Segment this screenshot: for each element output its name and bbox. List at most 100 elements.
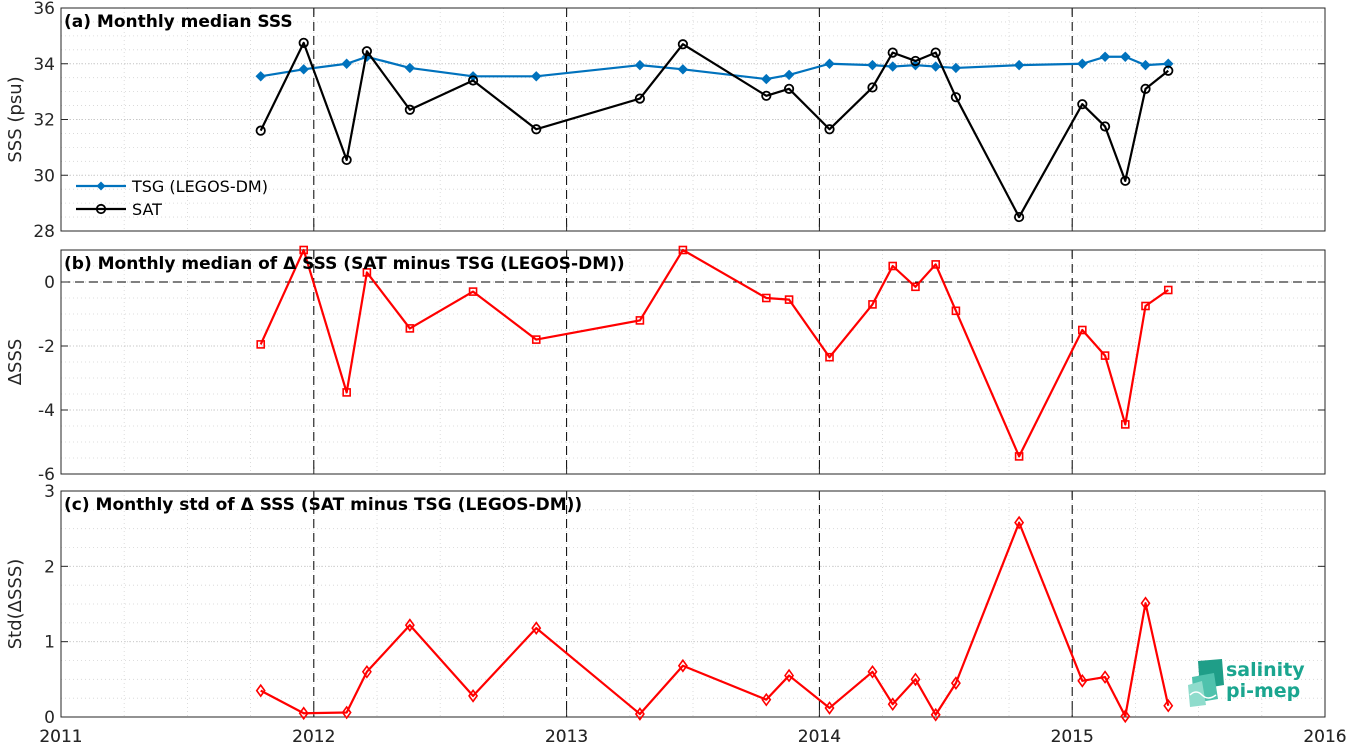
legend-label: SAT [132, 200, 162, 219]
salinity-pi-mep-logo: salinity pi-mep [1188, 659, 1305, 707]
data-point [1100, 351, 1110, 360]
data-point [1013, 59, 1025, 71]
x-tick-label: 2012 [292, 727, 335, 745]
data-point [1120, 709, 1131, 724]
data-point [910, 672, 921, 687]
y-axis-label: SSS (psu) [5, 76, 26, 162]
data-point [361, 664, 372, 679]
data-point [404, 62, 416, 74]
data-point [1140, 596, 1151, 611]
data-point [1120, 175, 1131, 186]
x-tick-label: 2011 [39, 727, 82, 745]
y-tick-label: 32 [33, 111, 55, 131]
data-point [677, 39, 688, 50]
data-point [784, 668, 795, 683]
data-point [467, 75, 479, 86]
data-point [1099, 51, 1111, 62]
data-point [825, 352, 834, 362]
data-point [298, 64, 309, 75]
data-point [1140, 83, 1151, 94]
logo-text-line1: salinity [1226, 659, 1305, 681]
legend-label: TSG (LEGOS-DM) [131, 177, 268, 196]
data-point [255, 683, 266, 698]
data-point [911, 282, 920, 292]
panel-title: (c) Monthly std of Δ SSS (SAT minus TSG … [64, 495, 582, 515]
data-point [361, 46, 372, 57]
data-point [1077, 99, 1088, 110]
data-point [634, 59, 646, 71]
x-tick-label: 2013 [545, 727, 588, 745]
plot-frame [60, 490, 1326, 718]
data-point [887, 61, 898, 72]
data-point [1014, 515, 1025, 530]
y-tick-label: 28 [33, 222, 55, 242]
series-sat [255, 37, 1174, 223]
data-point [761, 73, 772, 85]
data-point [531, 335, 541, 344]
data-point [930, 707, 941, 722]
y-axis-label: Std(ΔSSS) [5, 559, 26, 650]
data-point [824, 58, 835, 69]
x-tick-label: 2015 [1051, 727, 1094, 745]
y-tick-label: 36 [33, 0, 55, 19]
legend-marker [95, 203, 107, 215]
data-point [531, 71, 542, 82]
y-tick-label: -6 [38, 465, 55, 485]
data-point [531, 124, 542, 135]
series-line [259, 248, 1169, 458]
y-tick-label: -4 [38, 401, 55, 421]
data-point [1163, 698, 1174, 713]
data-point [1163, 285, 1173, 295]
data-point [677, 64, 689, 75]
x-tick-label: 2015 [1051, 727, 1094, 745]
data-point [298, 706, 309, 721]
data-point [468, 689, 479, 703]
data-point [761, 692, 772, 707]
y-tick-label: 1 [44, 633, 55, 653]
data-point [887, 47, 898, 58]
data-point [256, 340, 266, 349]
data-point [784, 295, 794, 304]
data-point [951, 306, 961, 316]
data-point [867, 664, 878, 679]
data-point [930, 47, 941, 58]
data-point [867, 82, 878, 93]
data-point [761, 90, 772, 101]
logo-icon [1188, 659, 1224, 707]
y-tick-label: -2 [38, 337, 55, 357]
panel-c: 0 1 2 3 2011 2012 2013 2014 2015 2016 Std(ΔSSS) (c)… [5, 482, 1347, 745]
y-axis-label: ΔSSS [5, 339, 26, 386]
x-tick-label: 2013 [545, 727, 588, 745]
legend-marker [96, 181, 106, 191]
data-point [930, 61, 941, 72]
data-point [867, 59, 878, 71]
legend: TSG (LEGOS-DM) SAT [76, 177, 268, 219]
data-point [341, 58, 352, 69]
series-line [259, 41, 1169, 219]
x-tick-label: 2012 [292, 727, 335, 745]
plot-frame [60, 249, 1326, 475]
data-point [888, 261, 898, 271]
data-point [1077, 673, 1088, 688]
data-point [1163, 65, 1174, 76]
x-tick-label: 2014 [798, 727, 841, 745]
panel-title: (b) Monthly median of Δ SSS (SAT minus T… [64, 254, 625, 274]
y-tick-label: 34 [33, 55, 55, 75]
data-point [362, 268, 372, 277]
data-point [634, 93, 646, 104]
data-point [1163, 58, 1174, 69]
series-line [260, 521, 1170, 718]
data-point [1077, 58, 1088, 69]
data-point [404, 104, 415, 115]
data-point [950, 62, 962, 74]
data-point [468, 287, 478, 296]
data-point [298, 37, 309, 48]
y-tick-label: 3 [44, 482, 55, 502]
logo-text-line2: pi-mep [1226, 680, 1300, 702]
data-point [783, 69, 795, 81]
x-tick-label: 2016 [1303, 727, 1346, 745]
data-point [1120, 51, 1131, 62]
data-point [950, 92, 962, 103]
data-point [1014, 211, 1025, 223]
